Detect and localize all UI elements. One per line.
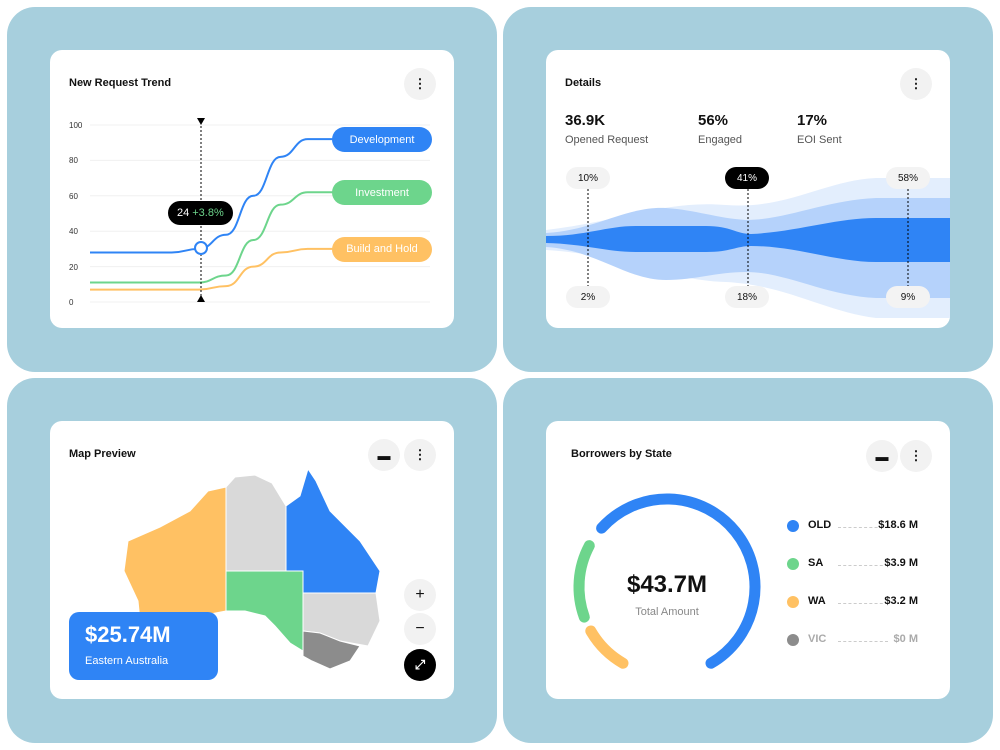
- details-card: Details ⋮ 36.9K Opened Request 56% Engag…: [546, 50, 950, 328]
- series-line: [89, 138, 335, 254]
- legend-state: VIC: [808, 633, 827, 645]
- legend-state: WA: [808, 595, 826, 607]
- tooltip-value: 24: [177, 207, 190, 219]
- australia-map: [123, 467, 381, 670]
- crosshair-bottom-arrow: [197, 295, 205, 302]
- legend-dot: [787, 596, 799, 608]
- card-title: New Request Trend: [69, 77, 172, 89]
- legend-value: $3.2 M: [884, 595, 918, 607]
- more-vertical-icon[interactable]: ⋮: [900, 68, 932, 100]
- stat-value: 56%: [698, 112, 729, 129]
- stat-label: Engaged: [698, 134, 743, 146]
- card-title: Details: [565, 77, 602, 89]
- y-tick: 60: [69, 192, 78, 201]
- series-label: Build and Hold: [332, 236, 432, 262]
- series-line: [90, 191, 335, 284]
- marker-top: 10%: [566, 167, 610, 189]
- region-amount: $25.74M: [85, 622, 171, 647]
- gauge-segment-old: [596, 493, 761, 669]
- map-card: Map Preview ▬ ⋮ $25.74M Eastern Australi…: [50, 421, 454, 699]
- tooltip: 24 +3.8%: [168, 201, 233, 225]
- stat-value: 36.9K: [565, 112, 606, 129]
- marker-top: 58%: [886, 167, 930, 189]
- marker-bottom: 9%: [886, 286, 930, 308]
- y-tick: 40: [69, 227, 78, 236]
- expand-icon[interactable]: ⤢: [404, 649, 436, 681]
- more-vertical-icon[interactable]: ⋮: [404, 68, 436, 100]
- calendar-icon[interactable]: ▬: [368, 439, 400, 471]
- legend-state: SA: [808, 557, 824, 569]
- y-tick: 0: [69, 298, 74, 307]
- series-label: Investment: [332, 180, 432, 206]
- borrowers-card: Borrowers by State ▬ ⋮ $43.7M Total Amou…: [546, 421, 950, 699]
- gauge-segment-sa: [573, 540, 595, 623]
- marker-bottom: 2%: [566, 286, 610, 308]
- hover-point: [194, 241, 208, 255]
- state-qld: [285, 467, 381, 594]
- crosshair-top-arrow: [197, 118, 205, 125]
- marker-bottom: 18%: [725, 286, 769, 308]
- legend-leader: [838, 603, 888, 604]
- legend-value: $3.9 M: [884, 557, 918, 569]
- gauge-chart: [573, 493, 761, 669]
- region-name: Eastern Australia: [85, 655, 169, 667]
- series-line: [89, 247, 335, 291]
- legend-value: $18.6 M: [878, 519, 918, 531]
- tooltip-change: +3.8%: [192, 207, 224, 219]
- legend-leader: [838, 641, 888, 642]
- y-tick: 80: [69, 156, 78, 165]
- state-sa: [225, 570, 304, 652]
- funnel-chart: [546, 178, 950, 318]
- y-tick: 20: [69, 263, 78, 272]
- card-title: Map Preview: [69, 448, 136, 460]
- more-vertical-icon[interactable]: ⋮: [900, 440, 932, 472]
- marker-top-active: 41%: [725, 167, 769, 189]
- legend-state: OLD: [808, 519, 832, 531]
- more-vertical-icon[interactable]: ⋮: [404, 439, 436, 471]
- legend-dot: [787, 520, 799, 532]
- y-tick: 100: [69, 121, 83, 130]
- stat-label: Opened Request: [565, 134, 649, 146]
- trend-chart: [89, 118, 430, 303]
- legend-leader: [838, 527, 888, 528]
- legend-dot: [787, 558, 799, 570]
- funnel-dark: [546, 218, 950, 262]
- region-summary: $25.74M Eastern Australia: [69, 612, 218, 680]
- state-vic: [302, 630, 361, 670]
- trend-card: New Request Trend ⋮ 100 80 60 40 20 0 De…: [50, 50, 454, 328]
- calendar-icon[interactable]: ▬: [866, 440, 898, 472]
- stat-value: 17%: [797, 112, 828, 129]
- legend-leader: [838, 565, 888, 566]
- card-title: Borrowers by State: [571, 448, 672, 460]
- total-amount: $43.7M: [626, 571, 708, 598]
- zoom-out-button[interactable]: −: [404, 613, 436, 645]
- state-nt: [225, 474, 287, 572]
- series-label: Development: [332, 127, 432, 153]
- stat-label: EOI Sent: [797, 134, 842, 146]
- legend-dot: [787, 634, 799, 646]
- legend-value: $0 M: [893, 633, 918, 645]
- gauge-segment-wa: [585, 625, 629, 669]
- zoom-in-button[interactable]: +: [404, 579, 436, 611]
- total-label: Total Amount: [635, 606, 699, 618]
